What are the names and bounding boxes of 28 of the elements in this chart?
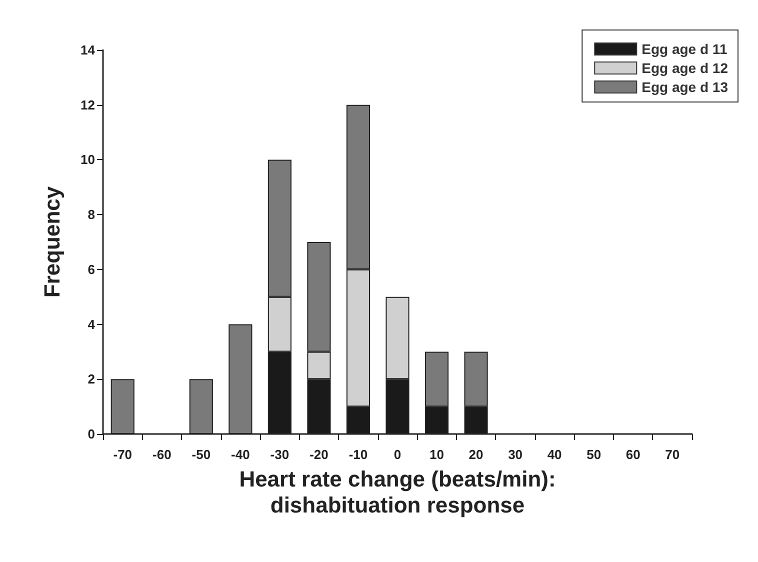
x-tick-label: -30 — [270, 447, 290, 462]
x-tick-label: -50 — [192, 447, 211, 462]
legend-label: Egg age d 13 — [642, 79, 728, 95]
x-tick-label: 10 — [430, 447, 444, 462]
x-axis-title: Heart rate change (beats/min): dishabituation response — [239, 466, 556, 518]
x-tick-label: 60 — [626, 447, 640, 462]
x-tick-label: 20 — [468, 447, 484, 462]
x-tick-label: -40 — [231, 447, 250, 462]
y-tick-label: 6 — [88, 262, 95, 277]
x-tick-label: 50 — [586, 447, 602, 462]
y-tick-label: 14 — [80, 42, 96, 58]
y-tick-label: 12 — [80, 97, 95, 112]
x-tick-label: -70 — [113, 447, 132, 462]
y-axis-title: Frequency — [40, 186, 64, 298]
x-tick-label: -10 — [348, 447, 368, 462]
legend-label: Egg age d 12 — [642, 60, 728, 76]
x-tick-label: -60 — [152, 447, 172, 462]
y-tick-label: 4 — [88, 316, 96, 332]
legend-label: Egg age d 11 — [642, 41, 728, 57]
y-tick-label: 8 — [88, 207, 95, 222]
x-tick-label: 0 — [394, 447, 402, 462]
x-tick-label: 70 — [665, 447, 680, 462]
x-tick-label: 40 — [547, 447, 562, 462]
y-tick-label: 0 — [88, 426, 95, 442]
x-tick-label: 30 — [508, 447, 523, 462]
y-tick-label: 10 — [80, 152, 95, 168]
y-tick-label: 2 — [88, 372, 95, 387]
x-tick-label: -20 — [310, 447, 328, 462]
